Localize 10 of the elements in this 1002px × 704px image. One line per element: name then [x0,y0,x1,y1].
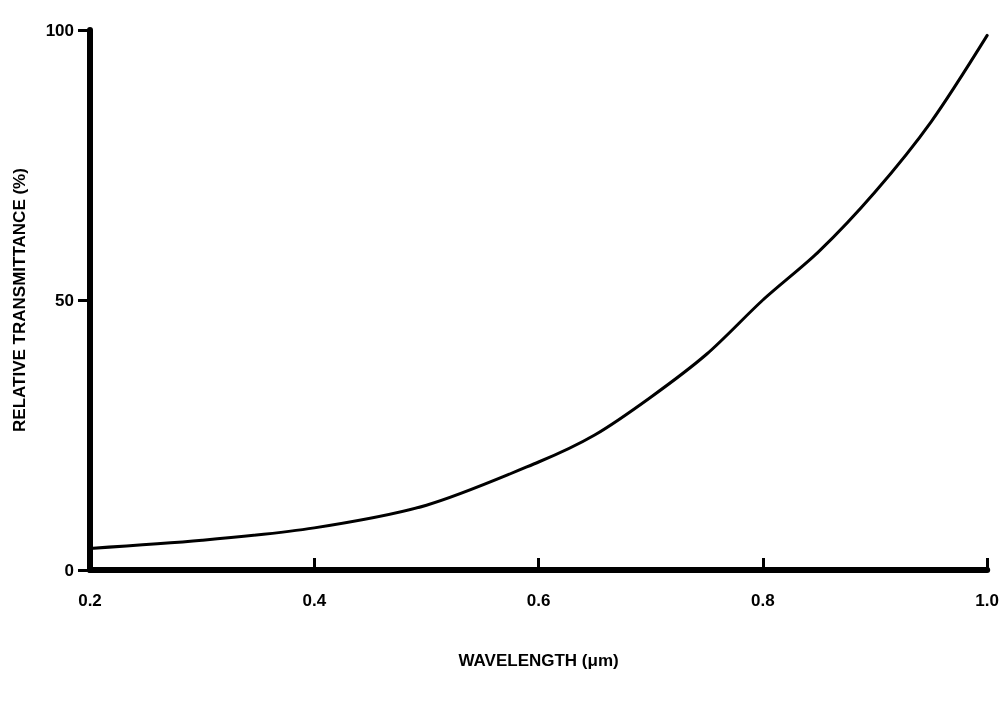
x-tick-label: 0.8 [751,591,775,610]
y-tick-label: 0 [64,560,74,580]
x-tick-label: 0.2 [78,591,102,610]
x-tick-label: 0.6 [526,591,551,610]
y-tick-label: 100 [45,20,74,40]
y-tick-label: 50 [55,290,74,310]
x-tick-label: 1.0 [975,591,999,610]
y-axis-title: RELATIVE TRANSMITTANCE (%) [10,168,29,432]
x-axis-title: WAVELENGTH (μm) [458,651,619,670]
x-tick-label: 0.4 [302,591,327,610]
